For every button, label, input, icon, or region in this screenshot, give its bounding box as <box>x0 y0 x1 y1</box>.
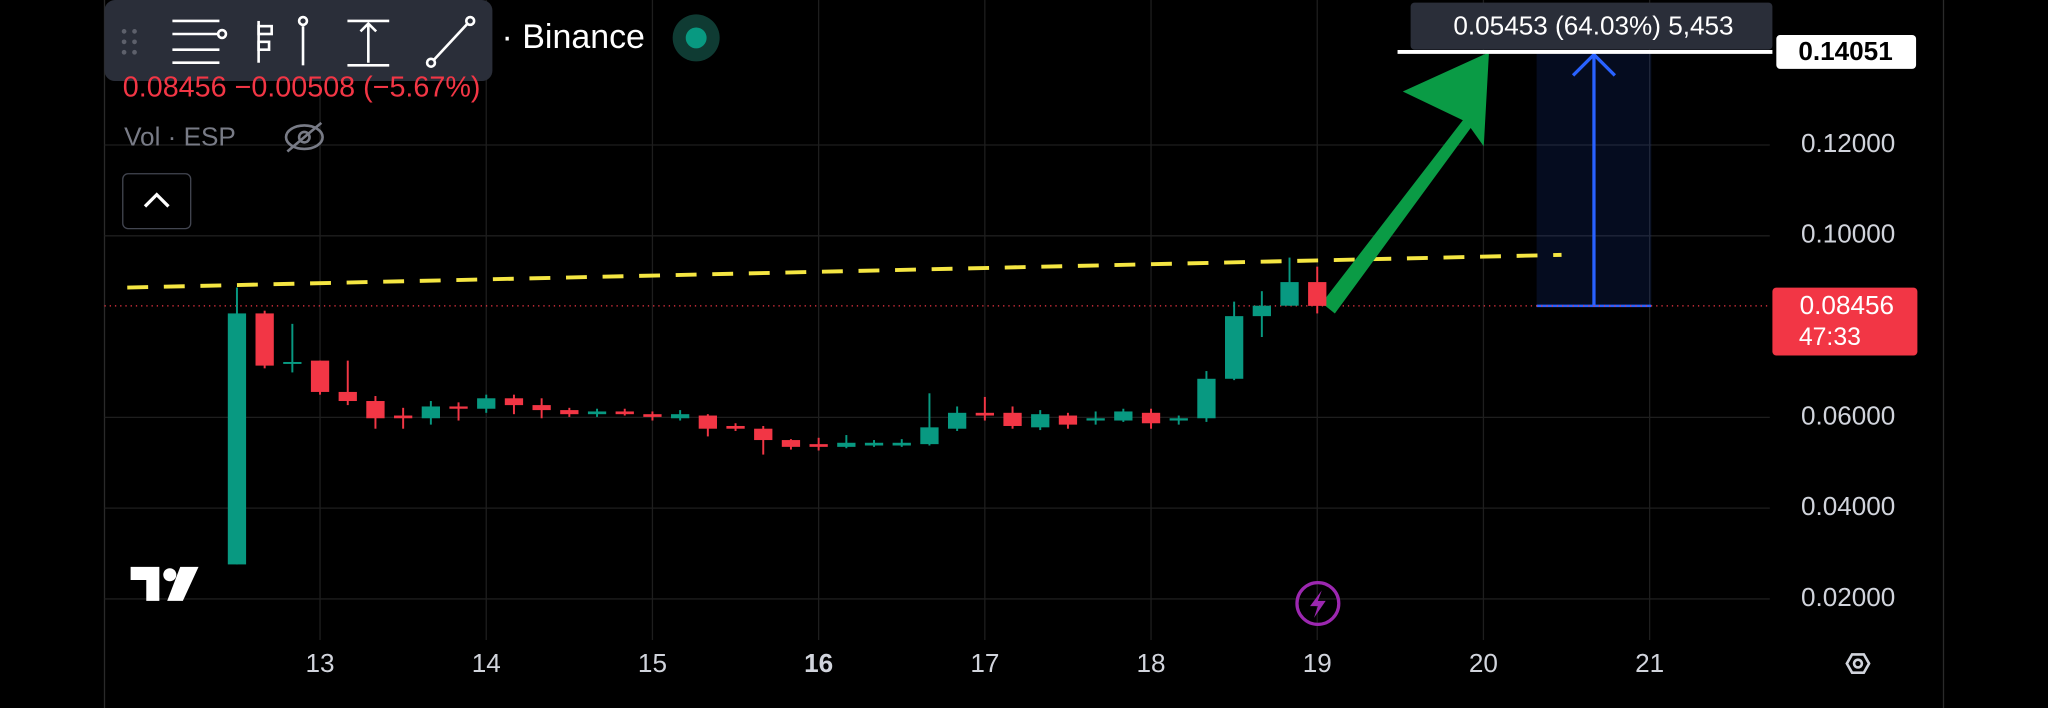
logo <box>130 566 199 601</box>
candle-body <box>477 398 496 409</box>
settings-button[interactable] <box>1845 653 1871 674</box>
candle-body <box>366 401 385 419</box>
x-tick-label: 13 <box>306 648 335 678</box>
candle-body <box>892 442 911 446</box>
countdown-label: 47:33 <box>1799 324 1861 351</box>
candle-body <box>1224 316 1244 379</box>
drag-handle <box>121 29 137 55</box>
measure-label: 0.05453 (64.03%) 5,453 <box>1453 10 1733 40</box>
candle-body <box>920 427 939 445</box>
candle-body <box>698 415 717 429</box>
price-change: 0.08456 −0.00508 (−5.67%) <box>123 71 481 103</box>
candle-body <box>421 406 440 419</box>
y-tick-label: 0.12000 <box>1801 128 1895 158</box>
tool-icon[interactable] <box>425 15 476 68</box>
x-tick-label: 21 <box>1635 648 1664 678</box>
candle-body <box>227 313 247 565</box>
candle-body <box>1141 412 1161 424</box>
y-tick-label: 0.04000 <box>1801 491 1895 521</box>
candle-body <box>1031 414 1050 428</box>
candle-body <box>394 415 413 419</box>
y-tick-label: 0.06000 <box>1801 400 1895 430</box>
x-tick-label: 19 <box>1303 648 1332 678</box>
trendline <box>127 252 1562 290</box>
candle-body <box>587 411 607 415</box>
volume-label: Vol · ESP <box>124 121 236 151</box>
x-tick-label: 17 <box>970 648 999 678</box>
candle-body <box>1003 412 1022 426</box>
candle-body <box>864 442 884 446</box>
measure-price-label: 0.14051 <box>1798 36 1892 66</box>
settings-icon <box>1852 658 1864 669</box>
tool-icon[interactable] <box>257 15 309 66</box>
candle-body <box>1252 305 1271 317</box>
candle-body <box>1086 418 1105 421</box>
hide-icon[interactable] <box>284 121 324 153</box>
candle-body <box>754 428 773 441</box>
y-tick-label: 0.10000 <box>1801 219 1895 249</box>
candle-body <box>781 440 801 447</box>
candle-body <box>975 412 994 416</box>
candle-body <box>449 406 468 409</box>
candle-body <box>255 313 274 366</box>
candle-body <box>671 414 690 419</box>
candle-body <box>1169 418 1188 421</box>
candle-body <box>726 425 745 429</box>
candle-body <box>809 444 828 447</box>
x-tick-label: 15 <box>638 648 667 678</box>
tool-icon[interactable] <box>347 19 390 67</box>
candle-body <box>1280 282 1299 306</box>
candle-body <box>837 442 856 447</box>
status-dot <box>685 27 707 49</box>
toolbar-bg <box>104 0 493 82</box>
candle-body <box>947 412 967 429</box>
grid <box>104 0 1770 641</box>
measure-arrowhead <box>1571 52 1617 77</box>
candle-body <box>504 398 524 406</box>
exchange-label: · Binance <box>502 18 645 56</box>
candle-body <box>615 411 634 415</box>
candle-body <box>310 360 330 392</box>
x-tick-label: 14 <box>472 648 501 678</box>
lightning-button[interactable] <box>1295 580 1341 626</box>
candle-body <box>1114 411 1133 421</box>
candle-body <box>283 361 302 364</box>
candle-body <box>1308 282 1327 306</box>
candle-body <box>1058 415 1078 425</box>
candle-body <box>1197 378 1216 419</box>
candle-body <box>338 391 357 402</box>
candle-body <box>532 405 551 411</box>
chevron-up <box>143 192 170 208</box>
labels: 0.02000 0.04000 0.06000 0.10000 0.12000 13 14 1… <box>306 2 1918 678</box>
arrow-drawing <box>1321 52 1489 314</box>
tool-icon[interactable] <box>172 19 228 65</box>
x-tick-label: 20 <box>1469 648 1498 678</box>
measure-price-bg <box>1776 34 1917 69</box>
candle-body <box>643 414 662 417</box>
measure-label-bg <box>1410 2 1773 50</box>
lightning-icon <box>1310 590 1326 618</box>
x-tick-label: 18 <box>1137 648 1166 678</box>
collapse-button[interactable] <box>122 173 192 230</box>
y-tick-label: 0.02000 <box>1801 582 1895 612</box>
x-tick-label: 16 <box>804 648 833 678</box>
toolbar <box>104 0 493 82</box>
current-price-label: 0.08456 <box>1800 290 1894 320</box>
candles <box>227 257 1327 565</box>
candle-body <box>560 410 579 415</box>
overlay <box>104 50 1770 314</box>
current-price-bg <box>1772 287 1918 356</box>
